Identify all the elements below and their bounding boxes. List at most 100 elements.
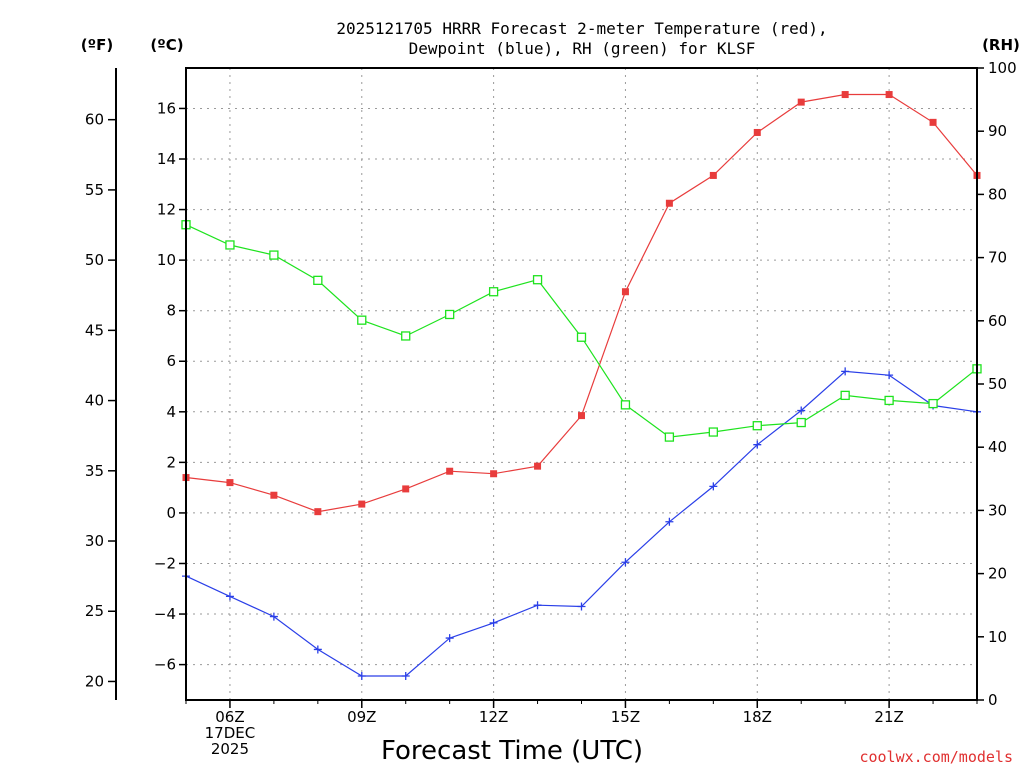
data-point: [885, 91, 893, 99]
data-point: [753, 440, 762, 449]
credit-text: coolwx.com/models: [859, 748, 1013, 766]
rh-tick-label: 60: [988, 312, 1007, 330]
data-point: [446, 467, 454, 475]
series-layer: [181, 91, 982, 680]
rh-tick-label: 20: [988, 565, 1007, 583]
data-point: [885, 371, 894, 380]
data-point: [709, 171, 717, 179]
data-point: [620, 400, 631, 410]
data-point: [401, 331, 411, 341]
data-point: [488, 287, 499, 297]
x-axis-label: Forecast Time (UTC): [381, 736, 643, 766]
data-point: [884, 395, 894, 406]
data-point: [621, 558, 630, 567]
data-point: [532, 275, 543, 285]
rh-tick-label: 100: [988, 59, 1017, 77]
data-point: [708, 427, 718, 437]
data-point: [445, 309, 455, 320]
data-point: [621, 288, 629, 296]
data-point: [841, 91, 849, 99]
data-point: [664, 432, 675, 442]
fahrenheit-unit-label: (ºF): [81, 36, 113, 54]
rh-tick-label: 70: [988, 249, 1007, 267]
x-tick-label: 12Z: [479, 708, 508, 726]
celsius-tick-label: 8: [166, 302, 176, 320]
series-line: [185, 224, 978, 438]
rh-tick-label: 80: [988, 185, 1007, 203]
x-tick-label: 09Z: [347, 708, 376, 726]
data-point: [314, 508, 322, 516]
data-point: [269, 612, 278, 621]
data-point: [665, 199, 673, 207]
data-point: [313, 645, 322, 654]
x-tick-label: 21Z: [874, 708, 903, 726]
series-line: [185, 93, 978, 513]
x-tick-label: 2025: [211, 740, 249, 758]
data-point: [576, 332, 587, 342]
data-point: [534, 462, 542, 470]
celsius-tick-label: 4: [166, 403, 176, 421]
data-point: [841, 367, 850, 376]
data-point: [709, 482, 718, 491]
data-point: [840, 390, 850, 401]
fahrenheit-tick-label: 30: [85, 532, 104, 550]
data-point: [357, 315, 367, 325]
fahrenheit-tick-label: 25: [85, 602, 104, 620]
data-point: [489, 618, 498, 627]
data-point: [929, 118, 937, 126]
data-point: [269, 250, 279, 260]
rh-tick-label: 0: [988, 691, 998, 709]
data-point: [357, 671, 366, 680]
celsius-tick-label: 12: [157, 201, 176, 219]
data-point: [796, 417, 806, 428]
x-tick-label: 06Z: [215, 708, 244, 726]
fahrenheit-tick-label: 60: [85, 111, 104, 129]
data-point: [226, 479, 234, 487]
fahrenheit-tick-label: 55: [85, 181, 104, 199]
x-tick-label: 15Z: [611, 708, 640, 726]
chart-title-line-2: Dewpoint (blue), RH (green) for KLSF: [409, 39, 756, 58]
celsius-tick-label: 6: [166, 352, 176, 370]
data-point: [578, 412, 585, 420]
celsius-tick-label: 16: [157, 99, 176, 117]
data-point: [445, 634, 454, 643]
data-point: [752, 421, 762, 431]
data-point: [225, 592, 234, 601]
fahrenheit-tick-label: 20: [85, 672, 104, 690]
data-point: [490, 470, 498, 478]
data-point: [797, 98, 805, 106]
series-2-meter-temperature: [182, 91, 981, 516]
data-point: [797, 406, 806, 415]
fahrenheit-tick-label: 35: [85, 462, 104, 480]
celsius-tick-label: −6: [154, 656, 176, 674]
data-point: [270, 491, 278, 499]
data-point: [401, 671, 410, 680]
chart-title-line-1: 2025121705 HRRR Forecast 2-meter Tempera…: [336, 19, 827, 38]
fahrenheit-tick-label: 45: [85, 321, 104, 339]
celsius-tick-label: 10: [157, 251, 176, 269]
data-point: [928, 398, 938, 409]
data-point: [665, 517, 674, 526]
data-point: [313, 275, 323, 286]
rh-tick-label: 10: [988, 628, 1007, 646]
celsius-tick-label: −4: [154, 605, 176, 623]
rh-tick-label: 50: [988, 375, 1007, 393]
celsius-tick-label: 0: [166, 504, 176, 522]
series-rh: [181, 220, 982, 442]
celsius-tick-label: 2: [166, 453, 176, 471]
celsius-tick-label: −2: [154, 554, 176, 572]
data-point: [402, 485, 410, 493]
rh-tick-label: 90: [988, 122, 1007, 140]
data-point: [753, 128, 761, 136]
fahrenheit-tick-label: 40: [85, 392, 104, 410]
data-point: [533, 601, 542, 610]
celsius-unit-label: (ºC): [150, 36, 183, 54]
grid-layer: [186, 68, 977, 700]
rh-tick-label: 30: [988, 501, 1007, 519]
celsius-tick-label: 14: [157, 150, 176, 168]
rh-tick-label: 40: [988, 438, 1007, 456]
data-point: [577, 602, 586, 611]
x-tick-label: 17DEC: [205, 724, 256, 742]
data-point: [358, 500, 366, 508]
